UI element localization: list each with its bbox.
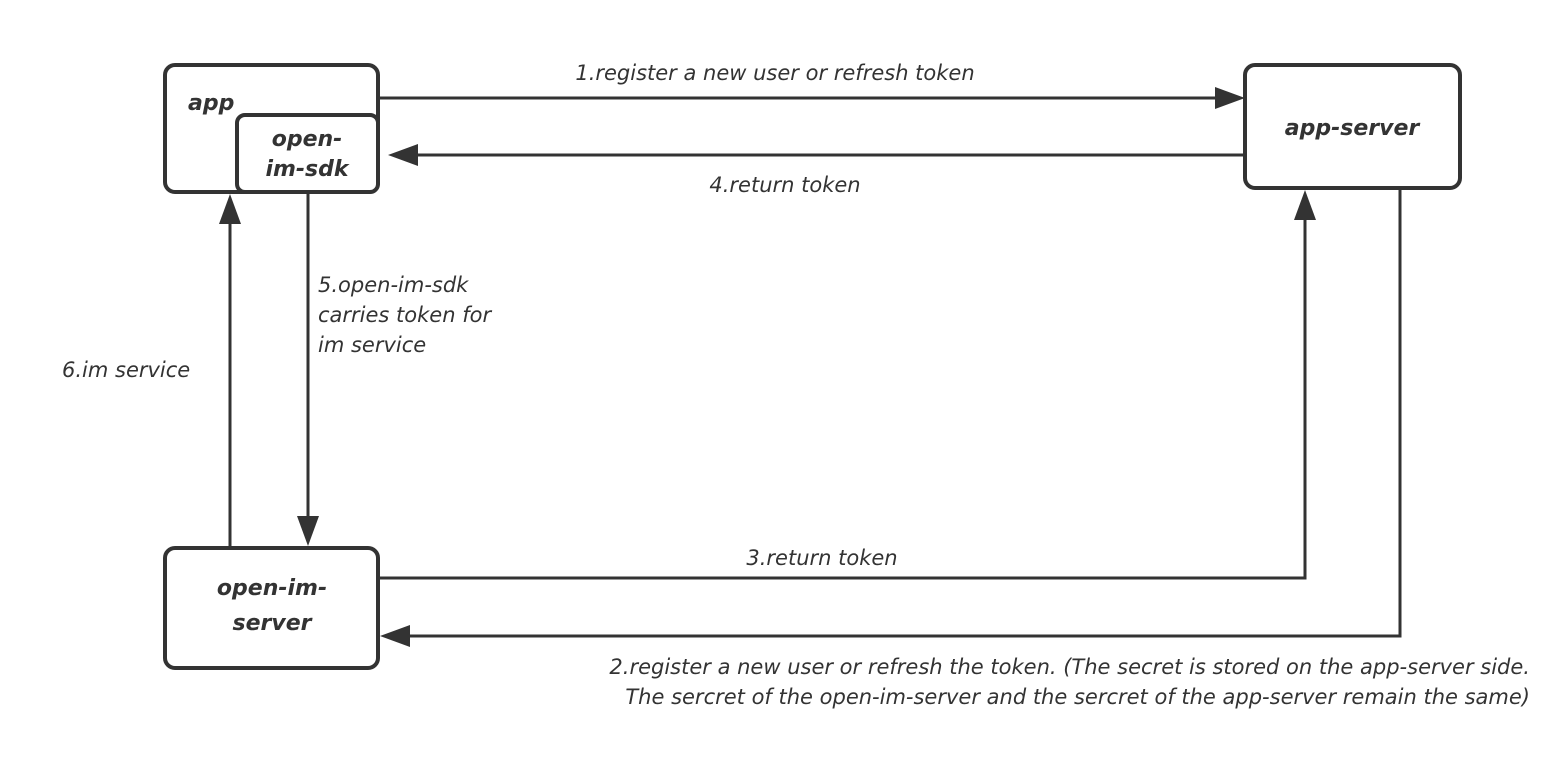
app-label: app — [188, 91, 234, 116]
sdk-label-line1: open- — [272, 127, 343, 152]
edge-5-arrow — [297, 192, 319, 546]
im-server-label-line1: open-im- — [217, 576, 327, 601]
sdk-label-line2: im-sdk — [265, 157, 349, 182]
edge-1-arrow — [378, 87, 1245, 109]
edge-1-label: 1.register a new user or refresh token — [575, 61, 974, 85]
im-server-label-line2: server — [233, 611, 313, 636]
edge-6-label: 6.im service — [62, 358, 190, 382]
open-im-server-node — [163, 546, 380, 670]
edge-4-arrow — [388, 144, 1245, 166]
edge-3-arrow — [378, 190, 1316, 580]
edge-2-label-line2: The sercret of the open-im-server and th… — [625, 685, 1530, 709]
edge-2-label-line1: 2.register a new user or refresh the tok… — [609, 655, 1530, 679]
edge-5-label-line3: im service — [318, 333, 426, 357]
edge-5-label-line1: 5.open-im-sdk — [318, 273, 469, 297]
edge-6-arrow — [219, 194, 241, 548]
app-server-node — [1243, 63, 1462, 190]
app-server-label: app-server — [1285, 116, 1421, 141]
edge-5-label-line2: carries token for — [318, 303, 492, 327]
edge-2-arrow — [380, 188, 1402, 647]
edge-3-label: 3.return token — [746, 546, 897, 570]
edge-4-label: 4.return token — [709, 173, 860, 197]
